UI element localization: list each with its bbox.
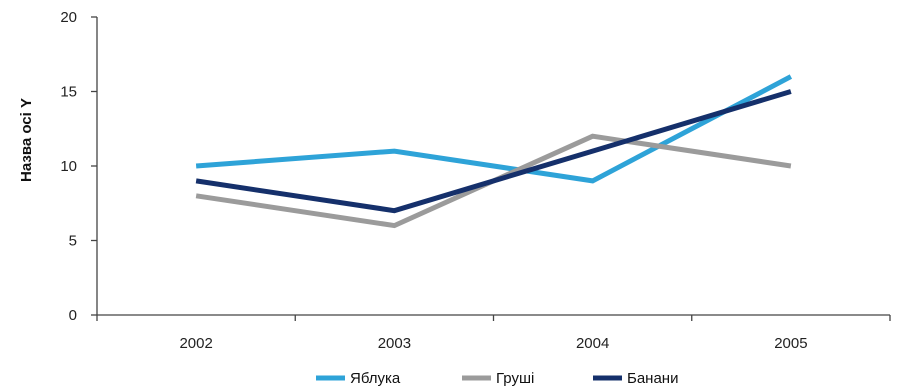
y-tick-label: 0 xyxy=(69,307,77,324)
legend-label: Яблука xyxy=(350,370,401,387)
y-tick-label: 15 xyxy=(60,84,77,101)
series-lines xyxy=(196,77,791,226)
axes: 0 5 10 15 20 2002 2003 2004 2005 xyxy=(60,9,890,352)
series-line-0 xyxy=(196,77,791,181)
y-tick-label: 20 xyxy=(60,9,77,26)
x-tick-label: 2002 xyxy=(179,335,212,352)
y-tick-label: 10 xyxy=(60,158,77,175)
legend-label: Груші xyxy=(496,370,534,387)
y-tick-label: 5 xyxy=(69,233,77,250)
x-tick-label: 2005 xyxy=(774,335,807,352)
x-tick-label: 2004 xyxy=(576,335,609,352)
legend: Яблука Груші Банани xyxy=(316,370,678,387)
y-axis-label: Назва осі Y xyxy=(18,98,35,182)
x-tick-label: 2003 xyxy=(378,335,411,352)
legend-label: Банани xyxy=(627,370,678,387)
